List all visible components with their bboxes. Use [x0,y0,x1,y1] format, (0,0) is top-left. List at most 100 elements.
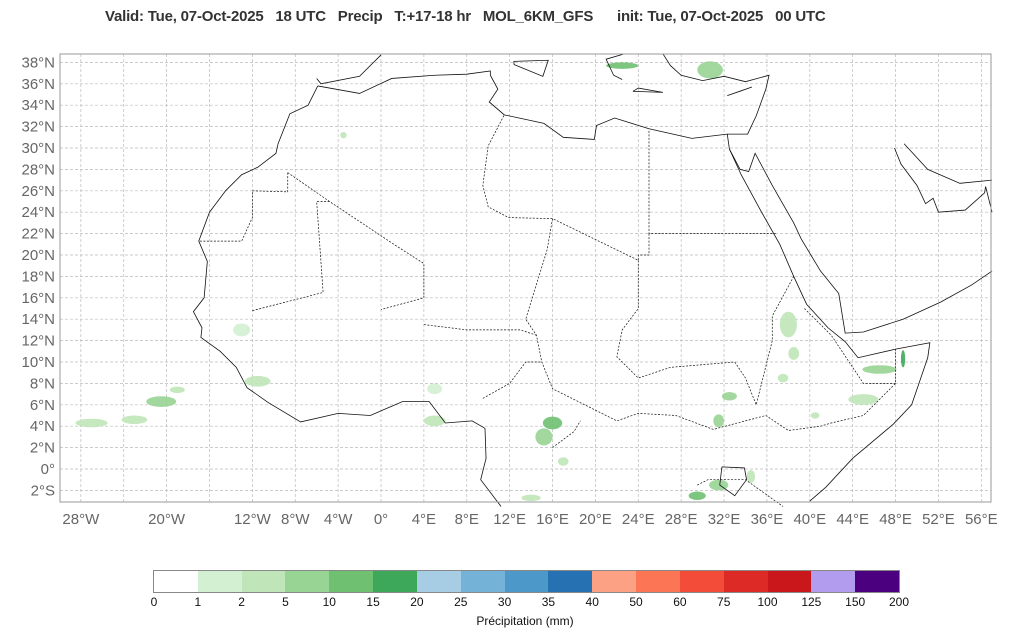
precip-area [900,350,906,368]
colorbar-tick-label: 25 [454,595,468,609]
colorbar-tick-label: 20 [410,595,424,609]
lat-tick-label: 30°N [21,140,55,157]
lat-tick-label: 32°N [21,119,55,136]
lon-tick-label: 28°W [62,511,100,528]
colorbar-swatch [855,571,900,592]
colorbar-tick-label: 125 [801,595,822,609]
border-line [423,324,537,336]
border-line [525,218,896,431]
lat-tick-label: 28°N [21,161,55,178]
precip-area [788,347,800,360]
colorbar-tick-label: 10 [322,595,336,609]
colorbar-tick-label: 100 [757,595,778,609]
precip-area [557,457,569,466]
border-line [697,479,784,507]
border-line [648,130,777,234]
graticule [60,54,991,502]
lat-tick-label: 14°N [21,311,55,328]
border-line [552,420,581,448]
colorbar-tick-label: 1 [194,595,202,609]
colorbar-swatch [811,571,856,592]
precip-area [75,418,108,428]
precip-area [688,491,706,501]
precip-area [862,365,897,374]
lon-tick-label: 12°E [493,511,526,528]
lon-tick-label: 20°E [579,511,612,528]
colorbar-tick-label: 30 [497,595,512,609]
lat-tick-label: 22°N [21,226,55,243]
colorbar-tick-label: 150 [845,595,866,609]
lon-tick-label: 52°E [922,511,955,528]
precip-area [121,415,148,425]
precip-area [746,470,756,483]
precip-area [233,323,251,337]
lon-tick-label: 56°E [965,511,998,528]
border-line [287,172,425,310]
lat-tick-label: 16°N [21,290,55,307]
lon-tick-label: 12°W [234,511,272,528]
lon-tick-label: 20°W [148,511,186,528]
colorbar-tick-label: 2 [238,595,245,609]
border-line [198,172,289,242]
coastline [632,87,664,93]
coastline [192,85,502,507]
colorbar-tick-label: 75 [717,595,731,609]
colorbar-swatch [548,571,593,592]
colorbar-tick-label: 200 [888,595,910,609]
precip-area [521,494,541,502]
precip-area [146,396,177,407]
lon-tick-label: 4°W [324,511,353,528]
precip-area [244,375,271,387]
precip-area [606,62,639,69]
coastline [903,143,993,184]
precip-area [721,391,737,401]
colorbar [153,570,900,593]
precip-area [340,131,347,139]
colorbar-swatch [154,571,198,592]
colorbar-swatch [416,571,461,592]
lat-tick-label: 12°N [21,333,55,350]
colorbar-swatch [285,571,330,592]
precip-area [779,311,797,338]
lat-tick-label: 0° [41,461,55,478]
border-line [804,308,896,384]
lat-tick-label: 36°N [21,76,55,93]
lat-tick-label: 18°N [21,268,55,285]
lat-tick-label: 24°N [21,204,55,221]
precip-area [713,414,725,428]
lat-tick-label: 2°N [30,440,55,457]
coastline [894,147,993,213]
colorbar-swatch [592,571,637,592]
colorbar-swatch [504,571,549,592]
country-borders [198,114,896,507]
coastline [726,134,931,502]
lon-tick-label: 44°E [836,511,869,528]
lon-tick-label: 32°E [708,511,741,528]
coastline [605,53,625,80]
map-title: Valid: Tue, 07-Oct-2025 18 UTC Precip T:… [105,8,826,25]
colorbar-swatch [723,571,768,592]
coastline [719,466,747,497]
lon-tick-label: 0° [374,511,388,528]
colorbar-swatch [679,571,724,592]
precip-map: 28°W 20°W 12°W 8°W 4°W 0° 4°E 8°E 12°E 16°E 20°E 24… [21,53,998,528]
coastlines [192,53,993,507]
lat-tick-label: 8°N [30,375,55,392]
precip-area [427,383,443,395]
border-line [482,114,650,261]
colorbar-swatch [329,571,374,592]
lon-tick-label: 8°E [455,511,479,528]
colorbar-tick-label: 15 [366,595,380,609]
precip-area [423,415,446,427]
colorbar-tick-label: 50 [629,595,643,609]
coastline [513,59,549,77]
colorbar-swatch [460,571,505,592]
colorbar-swatch [241,571,286,592]
lon-tick-label: 40°E [793,511,826,528]
lon-tick-label: 4°E [412,511,436,528]
lat-tick-label: 10°N [21,354,55,371]
lon-tick-label: 36°E [751,511,784,528]
lat-tick-label: 20°N [21,247,55,264]
precip-area [697,61,723,79]
lat-tick-label: 6°N [30,397,55,414]
